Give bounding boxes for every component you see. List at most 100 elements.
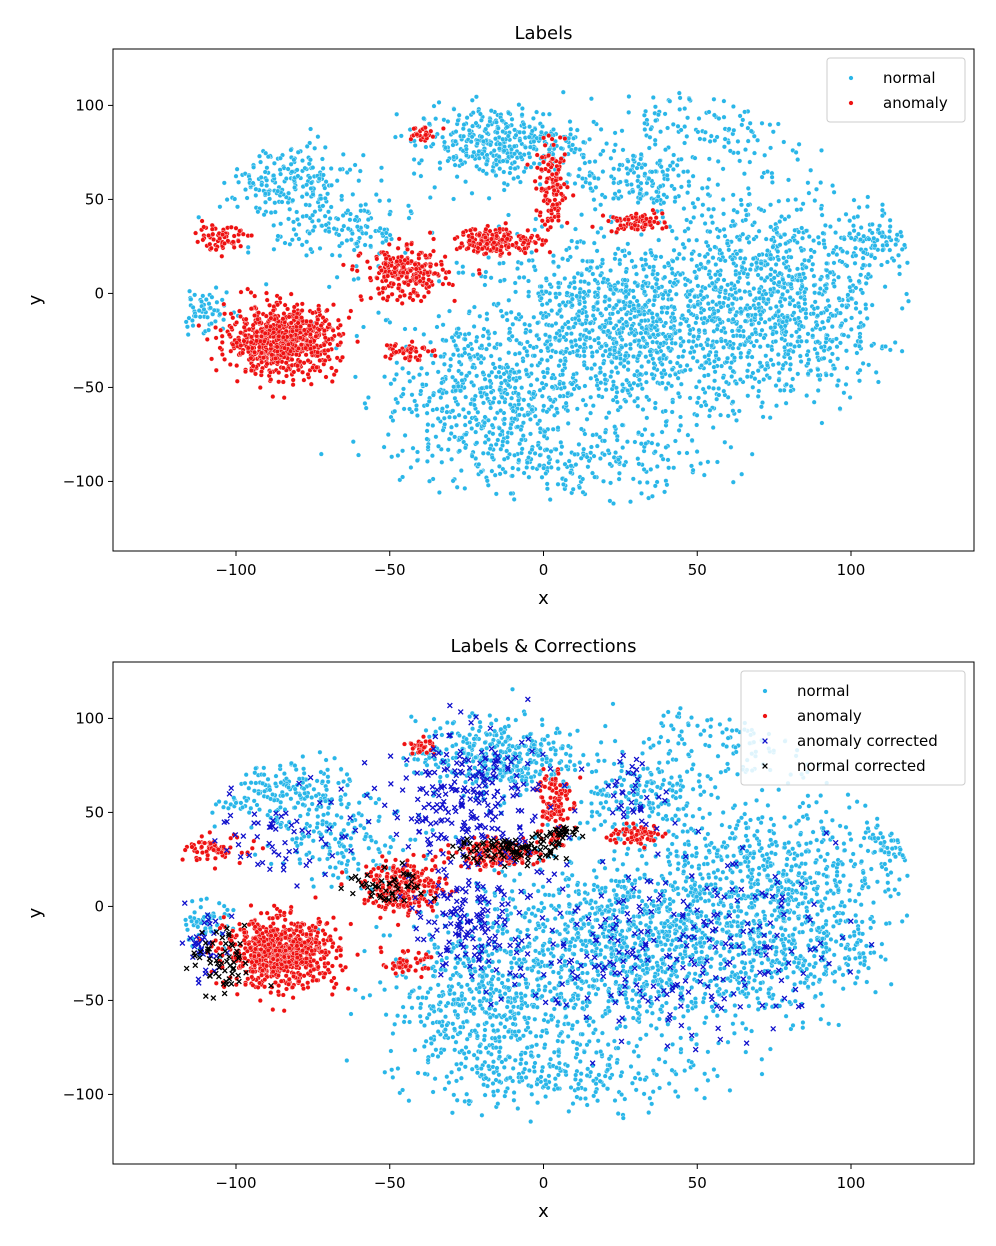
point-normal <box>636 430 642 436</box>
point-normal <box>304 182 310 188</box>
point-normal <box>517 350 523 356</box>
point-normal <box>730 479 736 485</box>
point-normal <box>770 129 776 135</box>
point-anomaly <box>433 262 439 268</box>
point-normal <box>609 359 615 365</box>
point-normal <box>851 228 857 234</box>
point-normal <box>325 191 331 197</box>
point-normal <box>550 426 556 432</box>
point-normal <box>571 135 577 141</box>
point-normal <box>504 439 510 445</box>
point-normal <box>478 469 484 475</box>
point-anomaly <box>305 371 311 377</box>
point-normal <box>572 180 578 186</box>
point-normal <box>486 335 492 341</box>
point-normal <box>654 349 660 355</box>
point-normal <box>694 358 700 364</box>
point-normal <box>669 367 675 373</box>
point-normal <box>727 365 733 371</box>
point-normal <box>489 455 495 461</box>
point-normal <box>505 133 511 139</box>
point-normal <box>702 265 708 271</box>
point-normal <box>352 374 358 380</box>
point-normal <box>489 422 495 428</box>
point-normal <box>860 249 866 255</box>
point-normal <box>409 392 415 398</box>
point-anomaly <box>307 332 313 338</box>
point-normal <box>655 442 661 448</box>
point-normal <box>551 126 557 132</box>
point-normal <box>669 383 675 389</box>
point-normal <box>591 197 597 203</box>
point-normal <box>621 462 627 468</box>
point-normal <box>662 334 668 340</box>
point-normal <box>537 462 543 468</box>
point-normal <box>676 90 682 96</box>
point-normal <box>737 333 743 339</box>
point-normal <box>513 377 519 383</box>
point-normal <box>200 293 206 299</box>
point-normal <box>506 212 512 218</box>
point-normal <box>860 290 866 296</box>
point-normal <box>712 284 718 290</box>
point-normal <box>574 406 580 412</box>
point-normal <box>685 277 691 283</box>
point-normal <box>623 269 629 275</box>
point-normal <box>497 141 503 147</box>
point-anomaly <box>399 254 405 260</box>
point-normal <box>531 160 537 166</box>
point-anomaly <box>274 349 280 355</box>
point-normal <box>816 290 822 296</box>
point-normal <box>668 296 674 302</box>
point-normal <box>544 486 550 492</box>
point-normal <box>577 485 583 491</box>
point-normal <box>488 108 494 114</box>
point-normal <box>820 230 826 236</box>
point-normal <box>672 340 678 346</box>
point-normal <box>391 377 397 383</box>
point-normal <box>580 183 586 189</box>
point-normal <box>607 334 613 340</box>
point-anomaly <box>472 226 478 232</box>
point-normal <box>897 271 903 277</box>
point-normal <box>672 199 678 205</box>
point-anomaly <box>261 355 267 361</box>
point-anomaly <box>228 325 234 331</box>
point-normal <box>492 472 498 478</box>
point-normal <box>322 185 328 191</box>
point-normal <box>580 476 586 482</box>
point-normal <box>373 192 379 198</box>
point-normal <box>635 382 641 388</box>
point-normal <box>788 388 794 394</box>
point-normal <box>600 352 606 358</box>
point-normal <box>836 378 842 384</box>
point-normal <box>529 407 535 413</box>
point-normal <box>637 371 643 377</box>
point-normal <box>213 285 219 291</box>
point-normal <box>556 264 562 270</box>
point-normal <box>687 327 693 333</box>
point-normal <box>893 236 899 242</box>
point-normal <box>760 414 766 420</box>
point-normal <box>652 294 658 300</box>
point-normal <box>530 391 536 397</box>
point-normal <box>696 379 702 385</box>
point-normal <box>802 257 808 263</box>
point-normal <box>546 454 552 460</box>
point-normal <box>511 370 517 376</box>
point-normal <box>551 272 557 278</box>
point-normal <box>432 184 438 190</box>
point-normal <box>787 301 793 307</box>
point-normal <box>484 161 490 167</box>
point-normal <box>556 284 562 290</box>
point-normal <box>534 109 540 115</box>
point-normal <box>738 309 744 315</box>
point-anomaly <box>268 311 274 317</box>
point-normal <box>474 141 480 147</box>
point-normal <box>680 241 686 247</box>
point-normal <box>736 408 742 414</box>
point-normal <box>727 307 733 313</box>
point-normal <box>531 264 537 270</box>
point-normal <box>689 345 695 351</box>
